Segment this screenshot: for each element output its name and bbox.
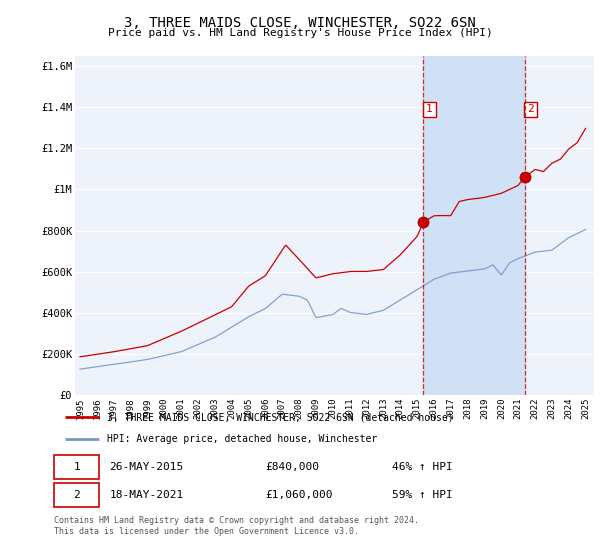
Text: 1: 1	[73, 462, 80, 472]
Text: 2: 2	[527, 104, 534, 114]
Text: 18-MAY-2021: 18-MAY-2021	[109, 490, 184, 500]
Text: 3, THREE MAIDS CLOSE, WINCHESTER, SO22 6SN (detached house): 3, THREE MAIDS CLOSE, WINCHESTER, SO22 6…	[107, 412, 454, 422]
Text: Contains HM Land Registry data © Crown copyright and database right 2024.
This d: Contains HM Land Registry data © Crown c…	[54, 516, 419, 536]
Text: 2: 2	[73, 490, 80, 500]
Bar	[424, 56, 524, 395]
Text: 26-MAY-2015: 26-MAY-2015	[109, 462, 184, 472]
FancyBboxPatch shape	[54, 455, 99, 479]
Text: Price paid vs. HM Land Registry's House Price Index (HPI): Price paid vs. HM Land Registry's House …	[107, 28, 493, 38]
Text: HPI: Average price, detached house, Winchester: HPI: Average price, detached house, Winc…	[107, 435, 377, 444]
Text: 3, THREE MAIDS CLOSE, WINCHESTER, SO22 6SN: 3, THREE MAIDS CLOSE, WINCHESTER, SO22 6…	[124, 16, 476, 30]
Text: 46% ↑ HPI: 46% ↑ HPI	[392, 462, 452, 472]
FancyBboxPatch shape	[54, 483, 99, 507]
Text: £1,060,000: £1,060,000	[265, 490, 333, 500]
Text: 1: 1	[426, 104, 433, 114]
Text: 59% ↑ HPI: 59% ↑ HPI	[392, 490, 452, 500]
Text: £840,000: £840,000	[265, 462, 319, 472]
